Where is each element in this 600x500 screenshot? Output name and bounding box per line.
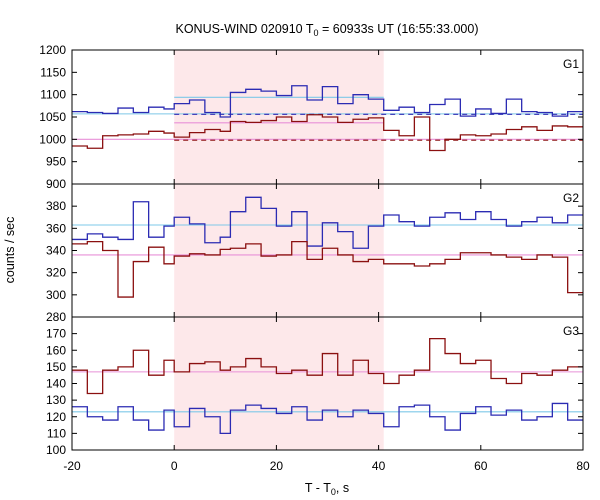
- y-tick-label-g1: 1150: [40, 65, 66, 79]
- panel-label-g2: G2: [563, 191, 579, 205]
- y-tick-label-g1: 1100: [40, 88, 66, 102]
- x-axis-label: T - T0, s: [305, 481, 349, 497]
- series-g1-blue: [72, 85, 583, 118]
- y-tick-label-g3: 160: [46, 343, 66, 357]
- y-tick-label-g2: 380: [46, 199, 66, 213]
- x-tick-label: 20: [270, 459, 284, 473]
- x-tick-label: 60: [474, 459, 488, 473]
- x-tick-label: 80: [576, 459, 590, 473]
- x-tick-label: 0: [171, 459, 178, 473]
- series-g2-blue: [72, 196, 583, 249]
- y-tick-label-g3: 130: [46, 393, 66, 407]
- y-tick-label-g3: 140: [46, 377, 66, 391]
- y-tick-label-g3: 110: [47, 426, 66, 440]
- x-tick-label: 40: [372, 459, 386, 473]
- y-axis-label: counts / sec: [3, 217, 17, 284]
- y-tick-label-g2: 360: [46, 221, 66, 235]
- x-tick-label: -20: [63, 459, 81, 473]
- panel-label-g1: G1: [563, 57, 579, 71]
- series-g2-red: [72, 240, 583, 298]
- y-tick-label-g3: 170: [46, 327, 66, 341]
- y-tick-label-g1: 1050: [39, 110, 66, 124]
- y-tick-label-g1: 900: [46, 177, 66, 191]
- y-tick-label-g3: 100: [46, 443, 66, 457]
- series-g3-blue: [72, 402, 583, 435]
- highlight-band-g2: [174, 184, 384, 317]
- panel-g3: 100 110 120 130 140 150 160 170 G3: [46, 316, 584, 457]
- plot-area: 90095010001050110011501200G1280300320340…: [39, 43, 590, 473]
- y-tick-label-g1: 950: [46, 155, 66, 169]
- series-g1-red: [72, 114, 583, 152]
- y-tick-label-g2: 340: [46, 244, 66, 258]
- y-tick-label-g3: 150: [46, 360, 66, 374]
- y-tick-label-g2: 320: [46, 266, 66, 280]
- series-g3-red: [72, 337, 583, 395]
- panel-g2: 280 300 320 340 360 380 G2: [46, 183, 584, 324]
- panel-g1: 900 950 1000 1050 1100 1150 1200 G1: [39, 43, 584, 191]
- panel-label-g3: G3: [563, 324, 579, 338]
- y-tick-label-g1: 1000: [39, 132, 66, 146]
- y-tick-label-g2: 300: [46, 288, 66, 302]
- y-tick-label-g2: 280: [46, 310, 66, 324]
- highlight-band-g3: [174, 317, 384, 450]
- chart-title: KONUS-WIND 020910 T0 = 60933s UT (16:55:…: [176, 22, 479, 38]
- y-tick-label-g3: 120: [46, 410, 66, 424]
- y-tick-label-g1: 1200: [39, 43, 66, 57]
